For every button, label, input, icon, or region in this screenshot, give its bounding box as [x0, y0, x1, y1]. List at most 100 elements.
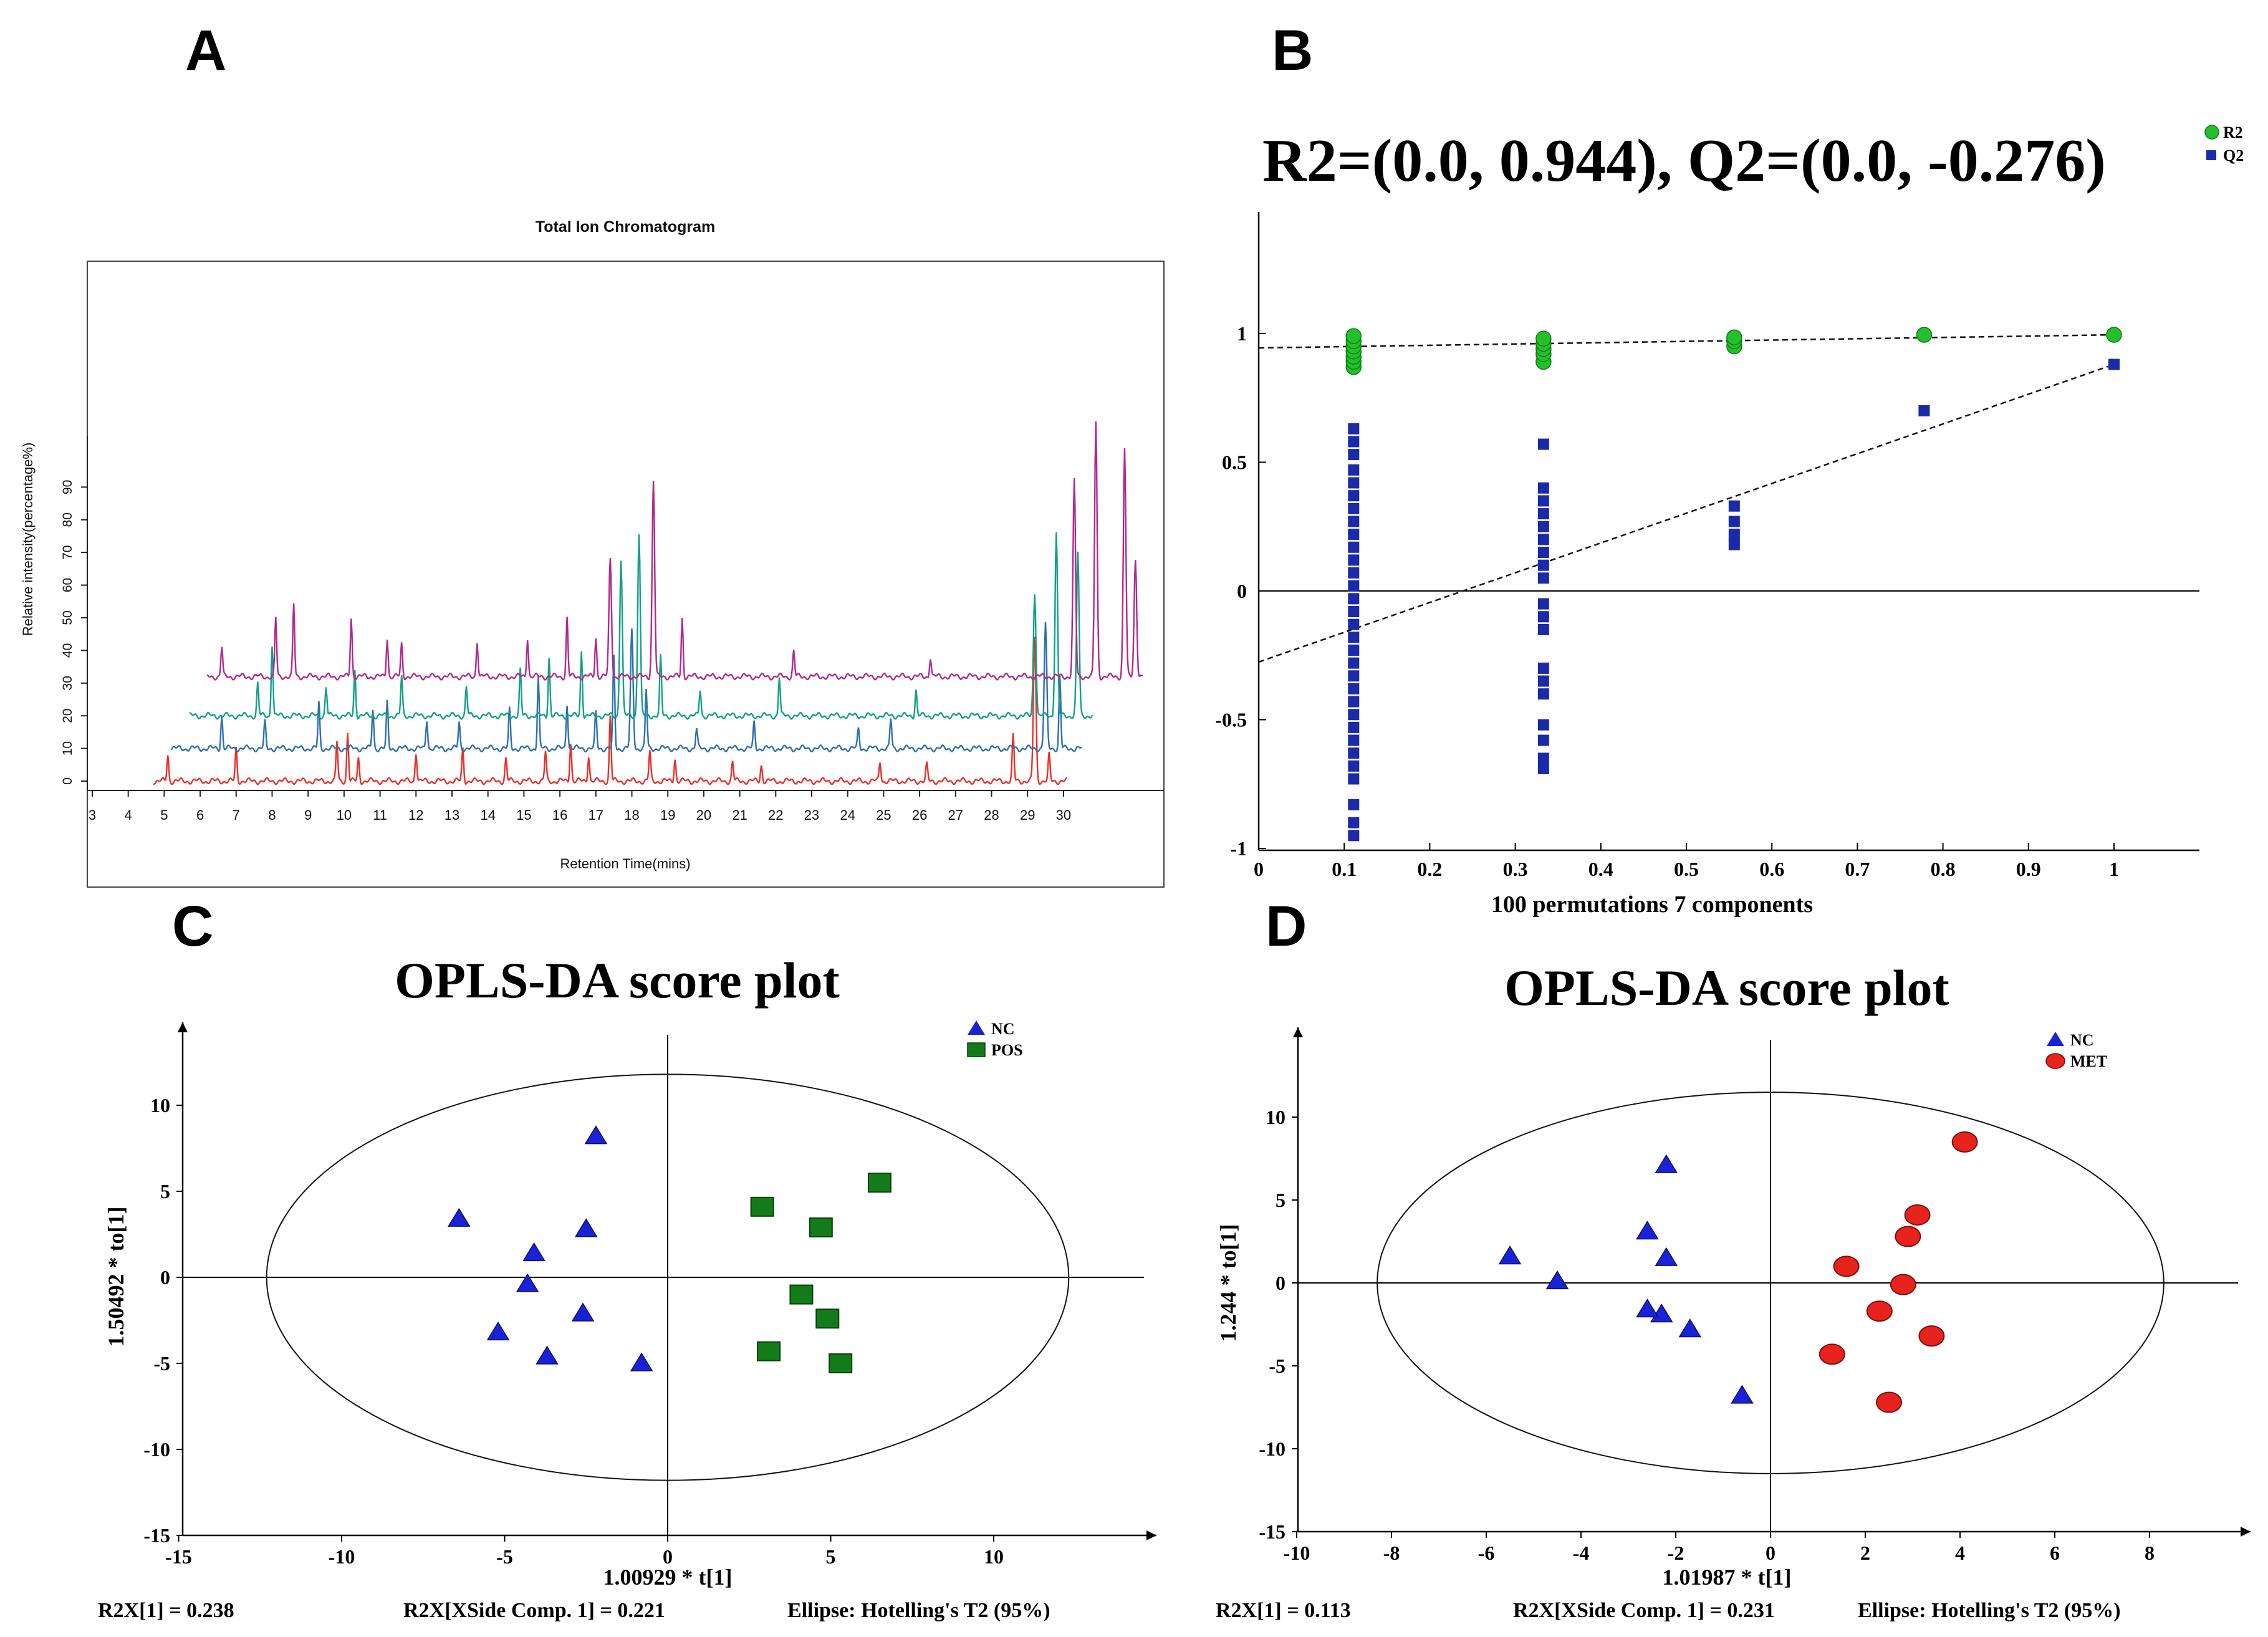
q2-point [1918, 405, 1930, 416]
nc-point [447, 1207, 471, 1227]
x-tick-label: 0.4 [1588, 858, 1613, 880]
q2-point [1728, 516, 1740, 527]
score-plot-c-x-label: 1.00929 * t[1] [603, 1565, 733, 1590]
legend-label: NC [991, 1020, 1015, 1038]
y-tick-label: 0 [60, 777, 75, 785]
y-axis-arrow [1293, 1027, 1303, 1037]
q2-point [1537, 438, 1549, 450]
nc-point [1678, 1318, 1702, 1338]
panel-letter-c: C [172, 895, 213, 958]
nc-point [574, 1218, 598, 1237]
nc-point [486, 1321, 510, 1341]
q2-point [1537, 521, 1549, 532]
q2-point [1537, 534, 1549, 545]
q2-point [1348, 516, 1360, 527]
panel-a: A Total Ion Chromatogram 3 4 5 6 7 8 9 10 11 12 13… [20, 19, 1165, 888]
y-tick-label: 20 [60, 709, 75, 723]
met-point [1876, 1391, 1902, 1413]
chromatogram-y-label: Relative intensity(percentage%) [20, 443, 36, 636]
q2-point [1348, 618, 1360, 630]
q2-point [2108, 358, 2120, 370]
y-tick-label: 0.5 [1222, 451, 1247, 474]
x-tick-label: 1 [2109, 858, 2119, 880]
pos-point [757, 1341, 781, 1361]
r2-point [1345, 328, 1362, 344]
score-plot-c-footer-left: R2X[1] = 0.238 [98, 1599, 234, 1622]
legend-marker-nc [2047, 1032, 2064, 1046]
y-tick-label: -15 [143, 1524, 170, 1547]
r2-point [1726, 329, 1742, 345]
q2-point [1348, 449, 1360, 461]
q2-point [1348, 760, 1360, 772]
score-plot-d-footer-right: Ellipse: Hotelling's T2 (95%) [1858, 1599, 2121, 1622]
x-tick-label: 0.2 [1417, 858, 1442, 880]
permutation-points [1345, 327, 2122, 842]
score-plot-d-footer-left: R2X[1] = 0.113 [1216, 1599, 1351, 1622]
x-tick-label: 23 [804, 807, 819, 823]
q2-point [1348, 683, 1360, 694]
x-tick-label: 0.1 [1332, 858, 1357, 880]
x-tick-label: -5 [496, 1545, 513, 1568]
legend-label: Q2 [2223, 146, 2244, 165]
nc-point [522, 1242, 545, 1262]
x-tick-label: 0.6 [1759, 858, 1784, 880]
q2-point [1728, 539, 1740, 550]
q2-point [1537, 572, 1549, 584]
q2-point [1348, 464, 1360, 476]
y-tick-label: -15 [1259, 1520, 1285, 1543]
q2-point [1348, 799, 1360, 810]
q2-point [1348, 830, 1360, 842]
permutation-y-ticks: -1 -0.5 0 0.5 1 [1215, 322, 1266, 860]
y-tick-label: 10 [1266, 1106, 1285, 1128]
nc-point [536, 1345, 559, 1365]
chromatogram-trace-1 [153, 636, 1068, 785]
score-plot-c-footer-right: Ellipse: Hotelling's T2 (95%) [787, 1599, 1050, 1622]
q2-point [1537, 675, 1549, 687]
q2-point [1348, 773, 1360, 785]
score-plot-d-y-ticks: -15 -10 -5 0 5 10 [1259, 1106, 1298, 1543]
x-tick-label: 10 [337, 807, 352, 823]
score-plot-c-legend: NC POS [967, 1020, 1023, 1059]
legend-marker-pos [967, 1042, 986, 1057]
x-tick-label: 5 [160, 807, 168, 823]
x-tick-label: 9 [304, 807, 312, 823]
pos-point [867, 1173, 891, 1193]
nc-point [1650, 1303, 1673, 1323]
y-tick-label: 70 [60, 545, 75, 560]
nc-point [630, 1352, 653, 1371]
panel-letter-a: A [185, 19, 226, 82]
y-tick-label: 0 [1276, 1272, 1285, 1294]
x-tick-label: -4 [1573, 1542, 1590, 1564]
nc-point [1545, 1270, 1569, 1290]
q2-point [1537, 719, 1549, 731]
r2-point [2106, 327, 2122, 343]
q2-point [1537, 734, 1549, 746]
chromatogram-frame [87, 261, 1165, 888]
x-tick-label: 0.5 [1674, 858, 1699, 880]
x-tick-label: 10 [984, 1545, 1004, 1568]
x-tick-label: 0.9 [2016, 858, 2041, 880]
nc-point [1731, 1385, 1754, 1404]
chromatogram-x-label: Retention Time(mins) [560, 856, 690, 871]
q2-point [1728, 500, 1740, 512]
y-tick-label: 0 [160, 1266, 170, 1289]
q2-point [1537, 559, 1549, 571]
pos-point [815, 1308, 840, 1329]
x-tick-label: 27 [948, 807, 963, 823]
chromatogram-traces [153, 421, 1143, 785]
r2-point [1916, 327, 1933, 343]
score-plot-d-axes [1293, 1027, 2251, 1537]
chromatogram-trace-3 [189, 532, 1093, 720]
q2-point [1348, 709, 1360, 721]
q2-point [1348, 502, 1360, 514]
q2-point [1348, 529, 1360, 540]
met-point [1951, 1131, 1978, 1153]
x-tick-label: 16 [552, 807, 567, 823]
score-plot-c-y-ticks: -15 -10 -5 0 5 10 [143, 1094, 183, 1547]
x-tick-label: 30 [1056, 807, 1071, 823]
x-tick-label: 0 [1766, 1542, 1775, 1564]
panel-b: B R2=(0.0, 0.944), Q2=(0.0, -0.276) R2Q2… [1215, 19, 2244, 918]
x-tick-label: 29 [1020, 807, 1035, 823]
x-tick-label: 5 [826, 1545, 836, 1568]
